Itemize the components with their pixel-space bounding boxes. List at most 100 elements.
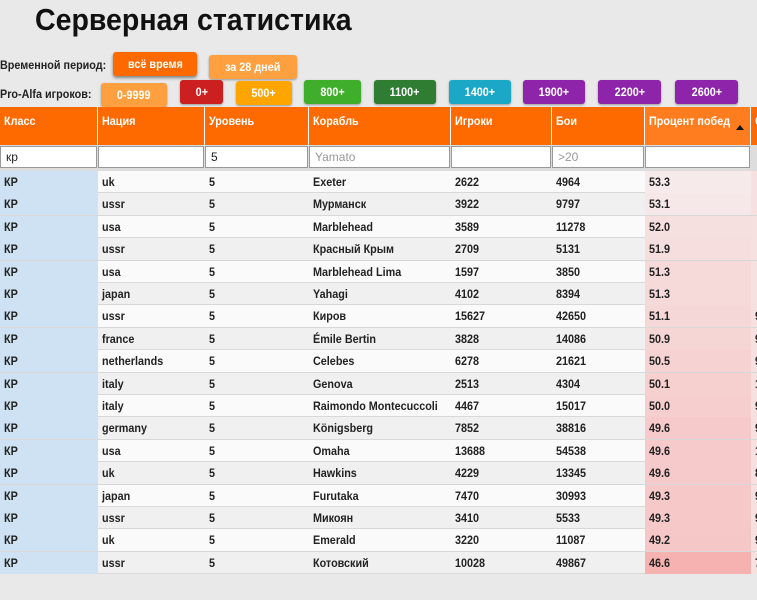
table-row[interactable]: КР italy 5 Genova 2513 4304 50.11 [0,372,757,395]
column-header-battles[interactable]: Бои [552,107,645,145]
ship-cell: Красный Крым [313,242,394,257]
column-header-ship[interactable]: Корабль [309,107,451,145]
table-row[interactable]: КР usa 5 Omaha 13688 54538 49.61 [0,439,757,463]
tier-cell: 5 [209,219,216,234]
nation-cell: japan [102,488,131,503]
table-row[interactable]: КР italy 5 Raimondo Montecuccoli 4467 15017 50… [0,395,757,418]
class-cell: КР [0,395,98,417]
more-cell: 9 [751,327,757,350]
table-row[interactable]: КР ussr 5 Красный Крым 2709 5131 51.9 [0,238,757,261]
ship-cell: Микоян [313,511,354,525]
winrate-cell: 51.9 [645,238,751,261]
players-2200-plus-button[interactable]: 2200+ [598,80,661,104]
table-row[interactable]: КР uk 5 Emerald 3220 11087 49.29 [0,529,757,552]
battles-cell: 11278 [556,219,586,234]
winrate-cell: 49.6 [645,462,751,485]
table-row[interactable]: КР ussr 5 Котовский 10028 49867 46.67 [0,551,757,575]
column-header-class[interactable]: Класс [0,107,98,145]
table-row[interactable]: КР uk 5 Exeter 2622 4964 53.3 [0,171,757,194]
tier-cell: 5 [209,309,216,324]
winrate-filter-input[interactable] [645,146,750,168]
table-row[interactable]: КР france 5 Émile Bertin 3828 14086 50.99 [0,327,757,351]
winrate-cell: 49.3 [645,507,751,529]
column-header-players[interactable]: Игроки [451,107,552,145]
winrate-cell: 51.3 [645,260,751,283]
more-cell: 9 [751,417,757,440]
class-cell: КР [0,238,98,261]
players-cell: 3828 [455,331,480,346]
table-row[interactable]: КР uk 5 Hawkins 4229 13345 49.68 [0,462,757,485]
players-1100-plus-button[interactable]: 1100+ [374,80,436,104]
tier-cell: 5 [209,466,216,481]
battles-filter-input[interactable] [552,146,644,168]
class-cell: КР [0,529,98,552]
players-cell: 3589 [455,219,480,234]
class-cell: КР [0,372,98,395]
more-cell [751,215,757,238]
tier-cell: 5 [209,354,216,369]
ship-filter-input[interactable] [309,146,450,168]
players-cell: 3922 [455,197,480,212]
players-label: Pro-Alfa игроков: [0,87,92,101]
more-cell: 9 [751,395,757,417]
table-row[interactable]: КР usa 5 Marblehead 3589 11278 52.0 [0,215,757,239]
nation-filter-input[interactable] [98,146,204,168]
table-row[interactable]: КР ussr 5 Микоян 3410 5533 49.39 [0,507,757,530]
ship-cell: Мурманск [313,197,367,212]
players-cell: 15627 [455,309,486,324]
players-2600-plus-button[interactable]: 2600+ [675,80,738,104]
ship-cell: Exeter [313,175,347,189]
column-header-winrate[interactable]: Процент побед [645,107,751,145]
table-row[interactable]: КР netherlands 5 Celebes 6278 21621 50.59 [0,350,757,373]
class-cell: КР [0,327,98,350]
period-28-days-button[interactable]: за 28 дней [209,55,297,79]
winrate-cell: 52.0 [645,215,751,238]
players-800-plus-button[interactable]: 800+ [304,80,361,104]
table-row[interactable]: КР ussr 5 Мурманск 3922 9797 53.1 [0,193,757,216]
class-cell: КР [0,193,98,216]
class-filter-input[interactable] [0,146,97,168]
players-filter-input[interactable] [451,146,551,168]
ship-cell: Genova [313,376,353,391]
battles-cell: 5533 [556,511,581,525]
players-cell: 7852 [455,421,480,436]
players-cell: 2513 [455,376,480,391]
winrate-cell: 49.2 [645,529,751,552]
players-1900-plus-button[interactable]: 1900+ [523,80,585,104]
table-row[interactable]: КР japan 5 Yahagi 4102 8394 51.3 [0,283,757,306]
winrate-cell: 51.3 [645,283,751,305]
battles-cell: 15017 [556,399,587,413]
table-row[interactable]: КР germany 5 Königsberg 7852 38816 49.69 [0,417,757,440]
tier-cell: 5 [209,511,216,525]
table-row[interactable]: КР usa 5 Marblehead Lima 1597 3850 51.3 [0,260,757,283]
column-header-more[interactable]: С [751,107,757,145]
players-cell: 13688 [455,443,486,458]
players-cell: 4102 [455,287,480,301]
players-cell: 2622 [455,175,480,189]
nation-cell: france [102,331,135,346]
table-row[interactable]: КР ussr 5 Киров 15627 42650 51.19 [0,305,757,328]
tier-cell: 5 [209,376,216,391]
tier-filter-input[interactable] [205,146,308,168]
battles-cell: 42650 [556,309,587,324]
column-header-tier[interactable]: Уровень [205,107,309,145]
class-cell: КР [0,484,98,507]
tier-cell: 5 [209,264,216,279]
ship-cell: Котовский [313,555,369,570]
nation-cell: ussr [102,197,125,212]
players-1400-plus-button[interactable]: 1400+ [449,80,511,104]
players-0-9999-button[interactable]: 0-9999 [101,83,167,107]
period-all-time-button[interactable]: всё время [113,52,197,76]
battles-cell: 3850 [556,264,581,279]
players-cell: 3410 [455,511,480,525]
players-500-plus-button[interactable]: 500+ [236,81,292,105]
tier-cell: 5 [209,421,216,436]
column-header-nation[interactable]: Нация [98,107,205,145]
players-cell: 4467 [455,399,480,413]
winrate-cell: 51.1 [645,305,751,328]
nation-cell: usa [102,219,121,234]
players-0-plus-button[interactable]: 0+ [180,80,223,104]
tier-cell: 5 [209,533,216,548]
tier-cell: 5 [209,197,216,212]
table-row[interactable]: КР japan 5 Furutaka 7470 30993 49.39 [0,484,757,507]
